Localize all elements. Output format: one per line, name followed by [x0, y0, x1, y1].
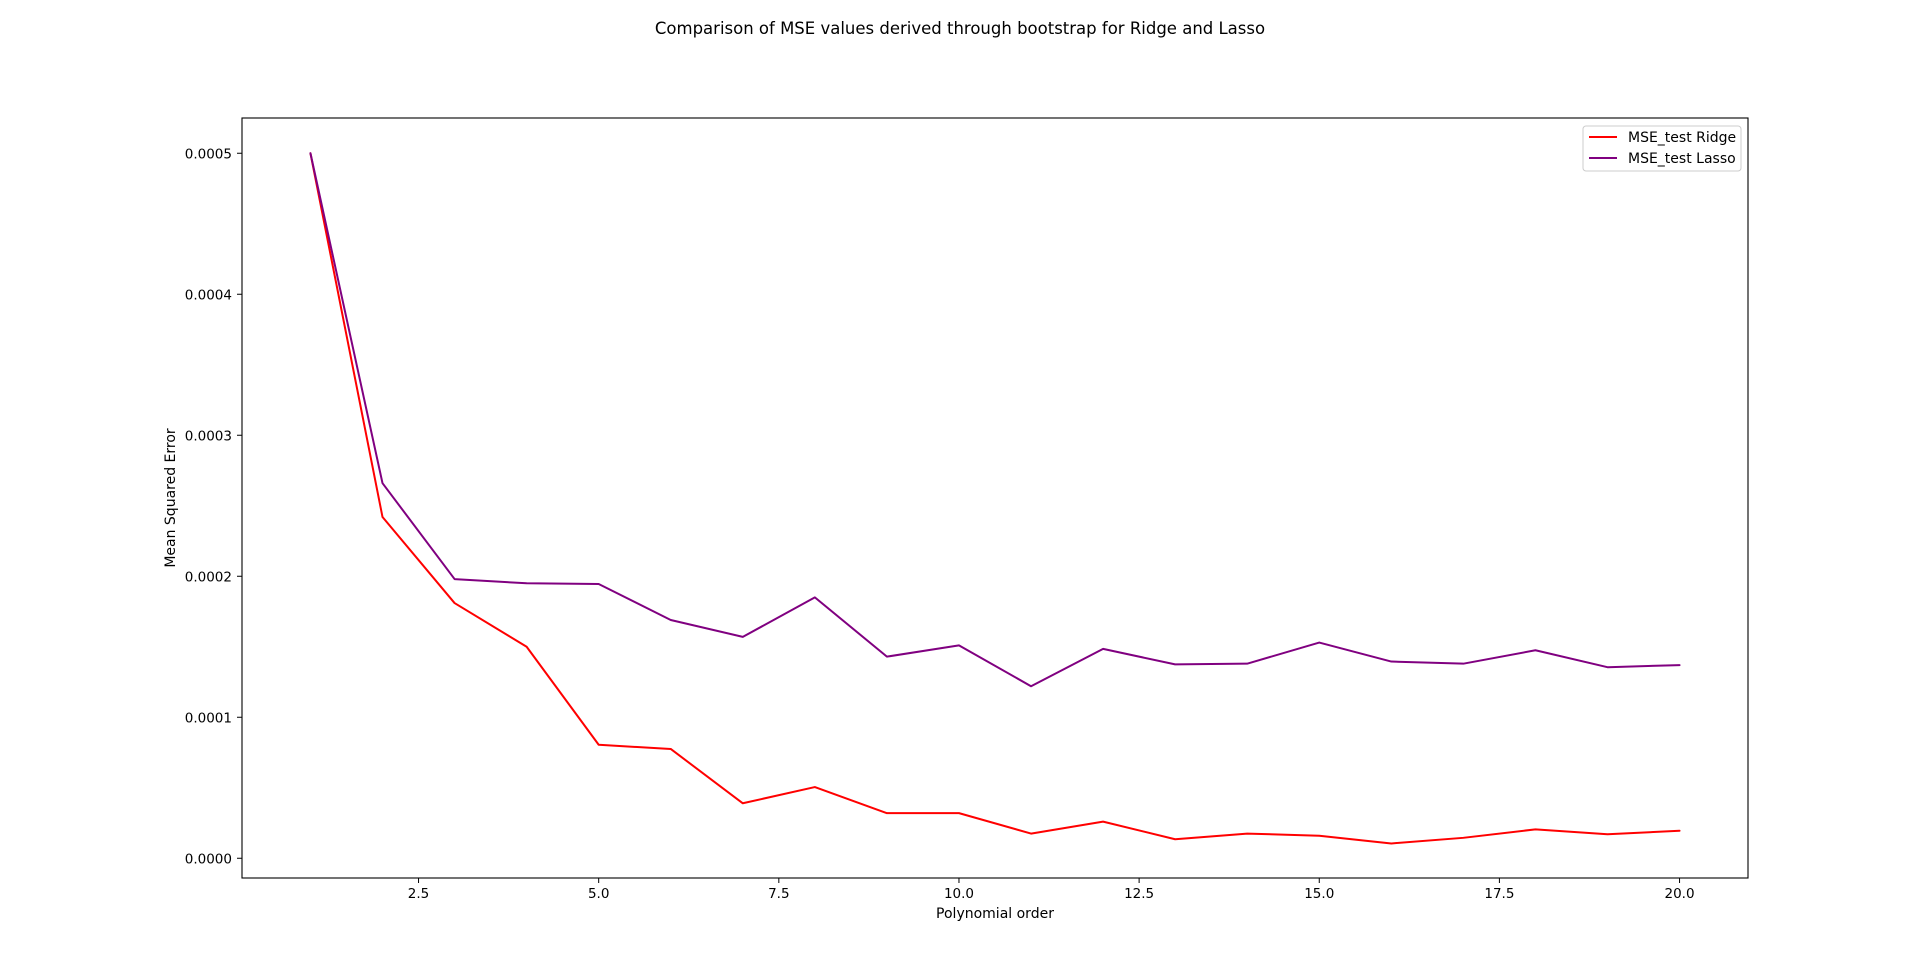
y-tick-label: 0.0002: [185, 569, 232, 585]
x-tick-label: 7.5: [768, 886, 789, 902]
legend-box: [1582, 125, 1742, 172]
y-tick-label: 0.0005: [185, 146, 232, 162]
series-line-mse-test-ridge: [309, 152, 1681, 845]
plot-area: 2.5 5.0 7.5 10.0 12.5 15.0 17.5 20.0 0.00000.00…: [185, 117, 1749, 902]
legend-label-ridge: MSE_test Ridge: [1628, 130, 1736, 146]
y-tick-label: 0.0004: [185, 287, 232, 303]
x-axis-ticks: 2.5 5.0 7.5 10.0 12.5 15.0 17.5 20.0: [408, 878, 1695, 902]
x-tick-label: 15.0: [1304, 886, 1334, 902]
series-line-mse-test-lasso: [309, 152, 1681, 688]
series-lines: [309, 152, 1681, 845]
y-tick-label: 0.0000: [185, 851, 232, 867]
plot-frame: [241, 117, 1749, 879]
y-axis-label: Mean Squared Error: [163, 428, 179, 568]
x-tick-label: 17.5: [1484, 886, 1514, 902]
x-tick-label: 20.0: [1665, 886, 1695, 902]
x-tick-label: 10.0: [944, 886, 974, 902]
y-tick-label: 0.0001: [185, 710, 232, 726]
x-tick-label: 2.5: [408, 886, 429, 902]
x-tick-label: 5.0: [588, 886, 609, 902]
chart-title: Comparison of MSE values derived through…: [655, 19, 1265, 38]
x-tick-label: 12.5: [1124, 886, 1154, 902]
x-axis-label: Polynomial order: [936, 906, 1054, 922]
y-tick-label: 0.0003: [185, 428, 232, 444]
legend: MSE_test Ridge MSE_test Lasso: [1582, 125, 1742, 172]
y-axis-ticks: 0.0000 0.0001 0.0002 0.0003 0.0004 0.0005: [185, 146, 242, 867]
legend-label-lasso: MSE_test Lasso: [1628, 151, 1736, 167]
